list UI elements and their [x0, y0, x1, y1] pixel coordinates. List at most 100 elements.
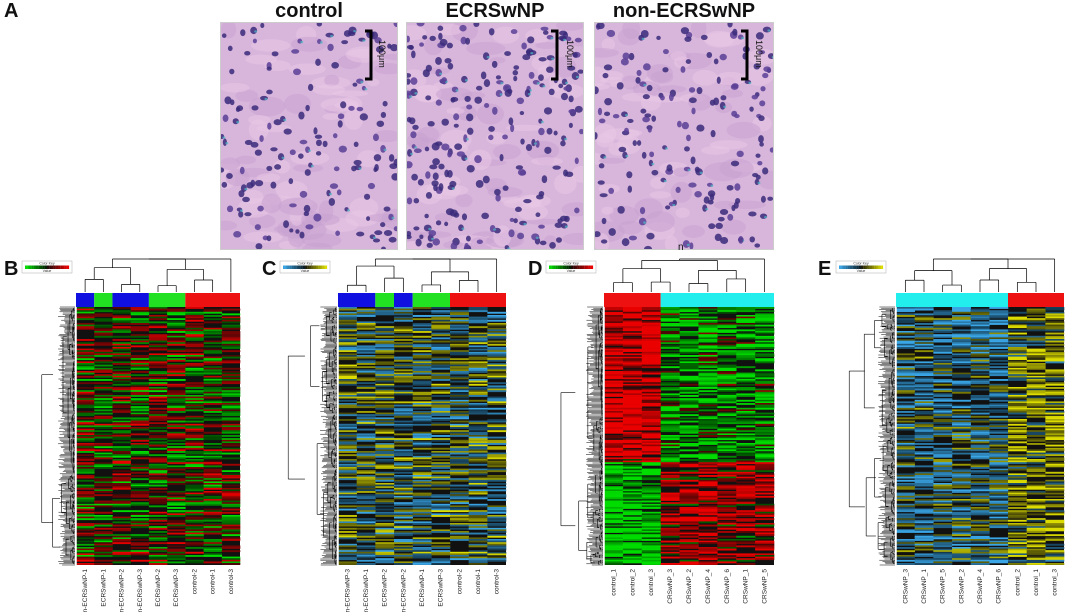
scale-label-non-ecrswnp: 100μm: [754, 40, 764, 68]
heatmap-column-label: non-ECRSwNP-3: [344, 569, 351, 612]
group-color-bar: [338, 293, 506, 307]
row-dendrogram: [41, 306, 75, 566]
heatmap-column-label: control_3: [1052, 569, 1059, 596]
histology-image-control: [220, 22, 398, 250]
group-color-segment: [660, 293, 774, 307]
column-dendrogram: [613, 258, 765, 292]
histology-title-control: control: [275, 0, 343, 22]
heatmap-column-label: ECRSwNP-3: [438, 569, 445, 607]
heatmap-column-label: CRSwNP_6: [724, 569, 731, 604]
heatmap-column-label: CRSwNP_2: [686, 569, 693, 604]
heatmap-column-label: control_1: [610, 569, 617, 596]
heatmap-panel-d: Color Key Value control_1 control_2 control_…: [524, 255, 786, 612]
heatmap-body: [603, 307, 775, 565]
heatmap-column-label: control-3: [494, 569, 501, 595]
heatmap-panel-e: Color Key Value CRSwNP_3 CRSwNP_1 CRSwNP_5 CR…: [814, 255, 1072, 612]
heatmap-column-label: control-3: [228, 569, 235, 595]
row-dendrogram: [560, 306, 603, 566]
group-color-segment: [112, 293, 149, 307]
histology-title-ecrswnp: ECRSwNP: [445, 0, 545, 22]
color-key: Color Key Value: [545, 260, 597, 274]
color-key-title: Color Key: [39, 262, 55, 266]
heatmap-column-label: ECRSwNP-2: [382, 569, 389, 607]
column-dendrogram: [84, 258, 232, 292]
heatmap-column-label: CRSwNP_4: [705, 569, 712, 604]
color-key-value-label: Value: [567, 269, 576, 273]
heatmap-panel-b: Color Key Value non-ECRSwNP-1 ECRSwNP-1 non-…: [0, 255, 256, 612]
column-dendrogram: [904, 258, 1056, 292]
heatmap-column-label: ECRSwNP-3: [173, 569, 180, 607]
panel-b-label: B: [4, 258, 19, 280]
heatmap-column-label: ECRSwNP-1: [100, 569, 107, 607]
heatmap-column-label: CRSwNP_3: [902, 569, 909, 604]
heatmap-column-label: control_3: [648, 569, 655, 596]
heatmap-column-label: non-ECRSwNP-2: [119, 569, 126, 612]
heatmap-body: [337, 307, 507, 565]
histology-image-ecrswnp: [406, 22, 584, 250]
group-color-segment: [896, 293, 1008, 307]
heatmap-column-label: control_1: [1033, 569, 1040, 596]
heatmap-column-label: CRSwNP_1: [921, 569, 928, 604]
histology-image-non-ecrswnp: [594, 22, 774, 250]
heatmap-column-label: ECRSwNP-2: [155, 569, 162, 607]
heatmap-column-label: non-ECRSwNP-1: [82, 569, 89, 612]
heatmap-column-label: ECRSwNP-1: [419, 569, 426, 607]
color-key: Color Key Value: [279, 260, 331, 274]
color-key-title: Color Key: [563, 262, 579, 266]
color-key-value-label: Value: [301, 269, 310, 273]
heatmap-column-label: control_2: [1014, 569, 1021, 596]
panel-c-label: C: [262, 258, 277, 280]
heatmap-column-label: CRSwNP_5: [762, 569, 769, 604]
group-color-bar: [76, 293, 240, 307]
scale-label-control: 100μm: [377, 40, 387, 68]
group-color-segment: [375, 293, 394, 307]
group-color-segment: [76, 293, 95, 307]
heatmap-column-label: control-2: [191, 569, 198, 595]
group-color-bar: [896, 293, 1064, 307]
panel-a-label: A: [4, 0, 19, 22]
color-key-value-label: Value: [43, 269, 52, 273]
heatmap-column-label: control_2: [629, 569, 636, 596]
column-dendrogram: [346, 258, 498, 292]
heatmap-column-label: CRSwNP_4: [977, 569, 984, 604]
panel-e-label: E: [818, 258, 832, 280]
heatmap-column-label: non-ECRSwNP-3: [137, 569, 144, 612]
group-color-bar: [604, 293, 774, 307]
scale-label-ecrswnp: 100μm: [565, 40, 575, 68]
scale-bar: [551, 29, 559, 81]
color-key: Color Key Value: [21, 260, 73, 274]
scale-bar: [741, 29, 749, 81]
color-key: Color Key Value: [835, 260, 887, 274]
row-dendrogram: [287, 306, 337, 566]
panel-d-label: D: [528, 258, 543, 280]
heatmap-column-label: control-1: [475, 569, 482, 595]
heatmap-body: [895, 307, 1065, 565]
heatmap-column-label: non-ECRSwNP-2: [400, 569, 407, 612]
heatmap-column-label: CRSwNP_2: [958, 569, 965, 604]
group-color-segment: [604, 293, 661, 307]
heatmap-column-label: CRSwNP_6: [996, 569, 1003, 604]
heatmap-column-label: CRSwNP_1: [743, 569, 750, 604]
stray-mark: n: [678, 242, 684, 253]
row-dendrogram: [848, 306, 895, 566]
heatmap-column-label: non-ECRSwNP-1: [363, 569, 370, 612]
heatmap-panel-c: Color Key Value non-ECRSwNP-3 non-ECRSwNP-1…: [258, 255, 520, 612]
scale-bar: [365, 29, 373, 81]
color-key-title: Color Key: [853, 262, 869, 266]
heatmap-column-label: control-2: [456, 569, 463, 595]
group-color-segment: [94, 293, 113, 307]
group-color-segment: [450, 293, 506, 307]
heatmap-column-label: CRSwNP_3: [667, 569, 674, 604]
histology-title-non-ecrswnp: non-ECRSwNP: [612, 0, 756, 22]
group-color-segment: [412, 293, 450, 307]
color-key-title: Color Key: [297, 262, 313, 266]
group-color-segment: [338, 293, 376, 307]
group-color-segment: [148, 293, 186, 307]
group-color-segment: [1008, 293, 1064, 307]
heatmap-column-label: CRSwNP_5: [940, 569, 947, 604]
heatmap-body: [75, 307, 241, 565]
heatmap-column-label: control-1: [210, 569, 217, 595]
color-key-value-label: Value: [857, 269, 866, 273]
group-color-segment: [185, 293, 240, 307]
group-color-segment: [394, 293, 413, 307]
